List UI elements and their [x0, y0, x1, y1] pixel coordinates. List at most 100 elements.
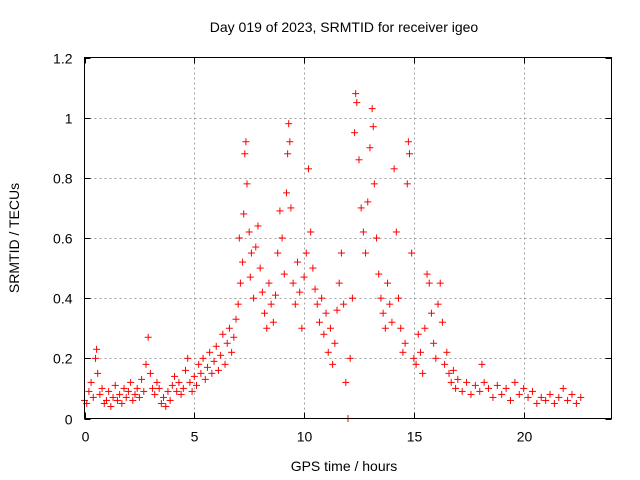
data-point	[155, 384, 163, 392]
data-point	[240, 210, 248, 218]
data-point	[85, 387, 93, 395]
data-point	[315, 318, 323, 326]
data-point	[94, 369, 102, 377]
data-point	[511, 378, 519, 386]
data-point	[261, 309, 269, 317]
data-point	[258, 288, 266, 296]
data-point	[423, 270, 431, 278]
data-point	[256, 264, 264, 272]
data-point	[353, 99, 361, 107]
data-point	[109, 393, 117, 401]
data-point	[419, 369, 427, 377]
data-point	[370, 180, 378, 188]
data-point	[436, 279, 444, 287]
data-point	[127, 378, 135, 386]
data-point	[276, 207, 284, 215]
data-point	[520, 384, 528, 392]
data-point	[340, 300, 348, 308]
data-point	[291, 300, 299, 308]
data-point	[412, 360, 420, 368]
data-point	[298, 324, 306, 332]
data-point	[362, 249, 370, 257]
data-point	[116, 390, 124, 398]
data-point	[188, 387, 196, 395]
data-point	[408, 249, 416, 257]
data-point	[182, 366, 190, 374]
data-point	[331, 339, 339, 347]
data-point	[284, 150, 292, 158]
x-tick-label: 10	[297, 429, 313, 445]
data-point	[577, 393, 585, 401]
data-point	[151, 390, 159, 398]
data-point	[471, 381, 479, 389]
data-point	[272, 291, 280, 299]
data-point	[228, 348, 236, 356]
data-point	[160, 393, 168, 401]
data-point	[337, 249, 345, 257]
data-point	[131, 390, 139, 398]
data-point	[267, 300, 275, 308]
data-point	[300, 273, 308, 281]
data-point	[416, 348, 424, 356]
data-point	[346, 354, 354, 362]
data-point	[122, 393, 130, 401]
data-point	[241, 150, 249, 158]
data-point	[162, 402, 170, 410]
data-point	[390, 165, 398, 173]
data-point	[386, 300, 394, 308]
data-point	[458, 387, 466, 395]
data-point	[568, 390, 576, 398]
data-point	[236, 279, 244, 287]
data-point	[449, 366, 457, 374]
data-point	[243, 180, 251, 188]
data-point	[373, 234, 381, 242]
x-tick-label: 5	[191, 429, 199, 445]
data-point	[192, 381, 200, 389]
data-point	[375, 270, 383, 278]
data-point	[269, 318, 277, 326]
data-point	[146, 369, 154, 377]
data-point	[239, 258, 247, 266]
data-point	[153, 378, 161, 386]
data-point	[550, 399, 558, 407]
data-point	[329, 360, 337, 368]
data-point	[302, 249, 310, 257]
x-tick-label: 15	[407, 429, 423, 445]
data-point	[235, 234, 243, 242]
data-point	[254, 222, 262, 230]
data-point	[166, 396, 174, 404]
data-point	[392, 228, 400, 236]
data-point	[210, 357, 218, 365]
data-point	[289, 279, 297, 287]
data-point	[463, 378, 471, 386]
data-point	[252, 243, 260, 251]
data-points	[81, 90, 585, 422]
data-point	[286, 138, 294, 146]
data-point	[242, 138, 250, 146]
data-point	[234, 300, 242, 308]
data-point	[214, 366, 222, 374]
data-point	[489, 393, 497, 401]
data-point	[138, 375, 146, 383]
y-tick-label: 1.2	[53, 51, 73, 67]
y-tick-label: 0.8	[53, 171, 73, 187]
data-point	[93, 345, 101, 353]
data-point	[219, 330, 227, 338]
data-point	[395, 294, 403, 302]
data-point	[168, 381, 176, 389]
data-point	[452, 384, 460, 392]
data-point	[171, 372, 179, 380]
data-point	[410, 354, 418, 362]
data-point	[377, 294, 385, 302]
data-point	[399, 348, 407, 356]
data-point	[102, 396, 110, 404]
data-point	[572, 399, 580, 407]
data-point	[149, 384, 157, 392]
data-point	[285, 120, 293, 128]
data-point	[232, 315, 240, 323]
data-point	[142, 360, 150, 368]
data-point	[454, 375, 462, 383]
data-point	[278, 234, 286, 242]
x-axis-label: GPS time / hours	[291, 458, 398, 474]
y-tick-label: 0	[65, 412, 73, 428]
